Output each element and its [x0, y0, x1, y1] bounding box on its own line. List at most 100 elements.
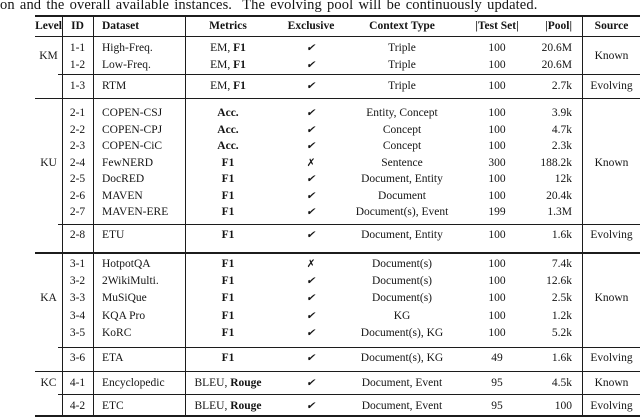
- metrics-value: F1: [186, 256, 270, 272]
- test-set-size: 100: [488, 173, 506, 185]
- source-value: Evolving: [590, 352, 633, 364]
- pool-size: 1.2k: [551, 309, 572, 322]
- level-label: KA: [40, 292, 57, 305]
- test-set-size: 49: [491, 352, 503, 364]
- row-id: 2-8: [69, 229, 86, 241]
- group-divider-rule: [58, 394, 640, 395]
- check-icon: ✔: [305, 399, 317, 412]
- dataset-name: HotpotQA: [102, 258, 151, 270]
- metric-bold: F1: [221, 229, 235, 241]
- source-value: Known: [594, 292, 629, 305]
- context-type: Entity, Concept: [366, 107, 438, 119]
- dataset-name: Encyclopedic: [102, 377, 165, 389]
- test-set-size: 100: [488, 258, 506, 270]
- check-icon: ✔: [305, 140, 317, 152]
- metric-bold: F1: [233, 58, 246, 71]
- row-id: 2-6: [69, 189, 86, 202]
- cross-icon: ✗: [306, 156, 316, 169]
- header-metrics: Metrics: [209, 20, 247, 32]
- row-id: 3-5: [69, 326, 86, 339]
- dataset-name: KQA Pro: [102, 309, 146, 322]
- row-id: 2-3: [69, 140, 86, 152]
- header-context-type: Context Type: [369, 20, 435, 32]
- section-rule: [35, 252, 640, 254]
- top-rule: [35, 15, 640, 17]
- dataset-name: High-Freq.: [102, 42, 153, 54]
- row-id: 3-1: [69, 258, 86, 270]
- metrics-value: F1: [186, 325, 270, 341]
- metric-plain: BLEU,: [194, 399, 231, 412]
- context-type: Document: [378, 189, 426, 202]
- dataset-name: Low-Freq.: [102, 58, 151, 71]
- context-type: Document(s), KG: [360, 326, 444, 339]
- exclusive-cell: ✗: [276, 155, 346, 171]
- source-value: Known: [594, 377, 629, 389]
- pool-size: 20.6M: [541, 58, 572, 71]
- test-set-size: 100: [488, 229, 506, 241]
- pool-size: 4.5k: [551, 377, 572, 389]
- metric-bold: F1: [221, 292, 235, 304]
- row-id: 1-3: [69, 80, 86, 92]
- metric-bold: F1: [221, 206, 235, 218]
- header-id: ID: [71, 20, 84, 32]
- header-dataset: Dataset: [102, 20, 140, 32]
- metric-bold: F1: [233, 42, 246, 54]
- check-icon: ✔: [305, 173, 317, 185]
- dataset-name: COPEN-CiC: [102, 140, 163, 152]
- pool-size: 1.3M: [547, 206, 572, 218]
- group-divider-rule: [58, 347, 640, 348]
- dataset-name: COPEN-CSJ: [102, 107, 163, 119]
- pool-size: 1.6k: [551, 229, 572, 241]
- dataset-name: ETC: [102, 399, 124, 412]
- test-set-size: 95: [491, 377, 503, 389]
- source-value: Known: [594, 50, 629, 63]
- metrics-value: Acc.: [186, 138, 270, 154]
- pool-size: 20.6M: [541, 42, 572, 54]
- context-type: Document, Entity: [361, 173, 443, 185]
- dataset-name: MAVEN: [102, 189, 143, 202]
- metric-bold: F1: [221, 173, 235, 185]
- dataset-name: 2WikiMulti.: [102, 275, 159, 287]
- dataset-name: RTM: [102, 80, 127, 92]
- test-set-size: 100: [488, 292, 506, 304]
- column-divider-4: [582, 15, 583, 417]
- header-source: Source: [594, 20, 629, 32]
- row-id: 3-6: [69, 352, 86, 364]
- metrics-value: BLEU, Rouge: [186, 398, 270, 414]
- check-icon: ✔: [305, 107, 317, 119]
- test-set-size: 199: [488, 206, 506, 218]
- check-icon: ✔: [305, 377, 317, 389]
- caption-text: on and the overall available instances. …: [0, 0, 538, 13]
- check-icon: ✔: [305, 275, 317, 287]
- metric-bold: F1: [233, 80, 246, 92]
- test-set-size: 95: [491, 399, 503, 412]
- pool-size: 12k: [554, 173, 572, 185]
- context-type: Document, Entity: [361, 229, 443, 241]
- context-type: Document(s): [371, 292, 433, 304]
- dataset-name: MuSiQue: [102, 292, 147, 304]
- metric-bold: F1: [221, 309, 235, 322]
- bottom-rule: [35, 415, 640, 417]
- source-value: Known: [594, 156, 629, 169]
- dataset-name: FewNERD: [102, 156, 154, 169]
- pool-size: 2.5k: [551, 292, 572, 304]
- metric-bold: Acc.: [217, 123, 239, 136]
- source-value: Evolving: [590, 80, 633, 92]
- metrics-value: F1: [186, 273, 270, 289]
- row-id: 1-1: [69, 42, 86, 54]
- pool-size: 1.6k: [551, 352, 572, 364]
- pool-size: 20.4k: [546, 189, 572, 202]
- column-divider-1: [62, 15, 63, 417]
- test-set-size: 100: [488, 189, 506, 202]
- metrics-value: F1: [186, 155, 270, 171]
- context-type: Document(s): [371, 258, 433, 270]
- context-type: Concept: [382, 140, 422, 152]
- check-icon: ✔: [305, 326, 317, 339]
- check-icon: ✔: [305, 42, 317, 54]
- cross-icon: ✗: [306, 258, 316, 270]
- context-type: Concept: [382, 123, 422, 136]
- column-divider-2: [93, 15, 94, 417]
- context-type: Triple: [388, 42, 416, 54]
- metric-plain: EM,: [210, 58, 234, 71]
